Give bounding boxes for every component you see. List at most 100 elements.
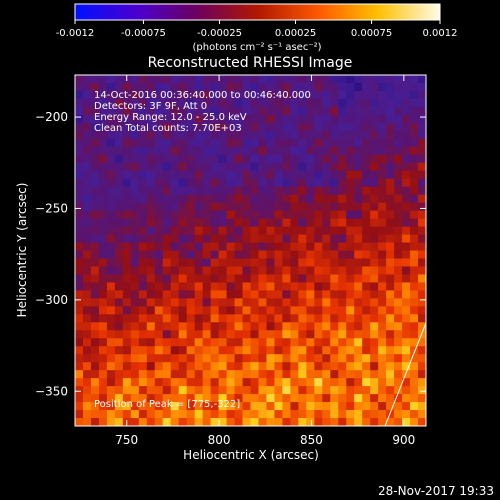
- heatmap-cell: [226, 162, 236, 172]
- heatmap-cell: [90, 418, 100, 426]
- heatmap-cell: [330, 226, 339, 236]
- heatmap-cell: [266, 394, 276, 403]
- heatmap-cell: [90, 290, 100, 299]
- heatmap-cell: [242, 186, 252, 196]
- heatmap-cell: [330, 346, 339, 355]
- heatmap-cell: [362, 314, 371, 323]
- heatmap-cell: [178, 402, 188, 411]
- heatmap-cell: [410, 402, 419, 411]
- heatmap-cell: [250, 386, 260, 395]
- heatmap-cell: [258, 354, 268, 363]
- heatmap-cell: [154, 338, 164, 347]
- heatmap-cell: [338, 202, 347, 212]
- heatmap-cell: [170, 354, 180, 363]
- heatmap-cell: [138, 370, 148, 379]
- heatmap-cell: [298, 138, 307, 148]
- heatmap-cell: [410, 354, 419, 363]
- heatmap-cell: [378, 338, 387, 347]
- heatmap-cell: [306, 258, 315, 268]
- heatmap-cell: [106, 266, 116, 276]
- heatmap-cell: [114, 314, 124, 323]
- heatmap-cell: [226, 178, 236, 188]
- heatmap-cell: [234, 170, 244, 180]
- heatmap-cell: [298, 314, 307, 323]
- heatmap-cell: [354, 378, 363, 387]
- heatmap-cell: [75, 386, 84, 395]
- heatmap-cell: [146, 154, 156, 164]
- heatmap-cell: [106, 282, 116, 291]
- heatmap-cell: [226, 306, 236, 315]
- heatmap-cell: [370, 170, 379, 180]
- heatmap-cell: [210, 186, 220, 196]
- heatmap-cell: [202, 362, 212, 371]
- heatmap-cell: [218, 306, 228, 315]
- heatmap-cell: [250, 75, 260, 84]
- heatmap-cell: [82, 314, 92, 323]
- heatmap-cell: [346, 218, 355, 228]
- heatmap-cell: [346, 90, 355, 100]
- heatmap-cell: [218, 378, 228, 387]
- heatmap-cell: [306, 386, 315, 395]
- heatmap-cell: [418, 146, 426, 156]
- heatmap-cell: [266, 82, 276, 92]
- heatmap-cell: [210, 170, 220, 180]
- heatmap-cell: [266, 386, 276, 395]
- heatmap-cell: [82, 138, 92, 148]
- limb-line: [384, 321, 426, 426]
- heatmap-cell: [122, 242, 132, 252]
- heatmap-cell: [362, 370, 371, 379]
- heatmap-cell: [410, 338, 419, 347]
- heatmap-cell: [106, 226, 116, 236]
- heatmap-cell: [138, 298, 148, 307]
- heatmap-cell: [154, 106, 164, 116]
- heatmap-cell: [402, 194, 411, 204]
- heatmap-cell: [210, 370, 220, 379]
- heatmap-cell: [202, 122, 212, 132]
- heatmap-cell: [114, 338, 124, 347]
- heatmap-cell: [162, 338, 172, 347]
- heatmap-cell: [242, 82, 252, 92]
- heatmap-cell: [170, 226, 180, 236]
- heatmap-cell: [194, 218, 204, 228]
- heatmap-cell: [362, 218, 371, 228]
- heatmap-cell: [282, 170, 291, 180]
- heatmap-cell: [82, 354, 92, 363]
- heatmap-cell: [274, 378, 284, 387]
- heatmap-cell: [90, 210, 100, 220]
- heatmap-cell: [378, 266, 387, 276]
- heatmap-cell: [298, 82, 307, 92]
- heatmap-cell: [418, 298, 426, 307]
- heatmap-cell: [106, 178, 116, 188]
- heatmap-cell: [322, 98, 331, 108]
- heatmap-cell: [290, 146, 299, 156]
- heatmap-cell: [282, 146, 291, 156]
- heatmap-cell: [170, 362, 180, 371]
- heatmap-cell: [114, 242, 124, 252]
- heatmap-cell: [98, 378, 108, 387]
- heatmap-cell: [282, 98, 291, 108]
- heatmap-cell: [274, 386, 284, 395]
- heatmap-cell: [330, 402, 339, 411]
- heatmap-cell: [274, 218, 284, 228]
- heatmap-cell: [154, 330, 164, 339]
- heatmap-cell: [210, 282, 220, 291]
- heatmap-cell: [122, 202, 132, 212]
- heatmap-cell: [378, 122, 387, 132]
- heatmap-cell: [98, 306, 108, 315]
- heatmap-cell: [282, 106, 291, 116]
- heatmap-cell: [258, 186, 268, 196]
- heatmap-cell: [75, 274, 84, 284]
- heatmap-cell: [162, 154, 172, 164]
- heatmap-cell: [234, 362, 244, 371]
- heatmap-cell: [114, 186, 124, 196]
- heatmap-cell: [298, 298, 307, 307]
- heatmap-cell: [418, 394, 426, 403]
- heatmap-cell: [106, 410, 116, 419]
- heatmap-cell: [394, 75, 403, 84]
- heatmap-cell: [394, 130, 403, 140]
- heatmap-cell: [90, 274, 100, 284]
- heatmap-cell: [75, 282, 84, 291]
- heatmap-cell: [362, 282, 371, 291]
- heatmap-cell: [218, 98, 228, 108]
- heatmap-cell: [210, 322, 220, 331]
